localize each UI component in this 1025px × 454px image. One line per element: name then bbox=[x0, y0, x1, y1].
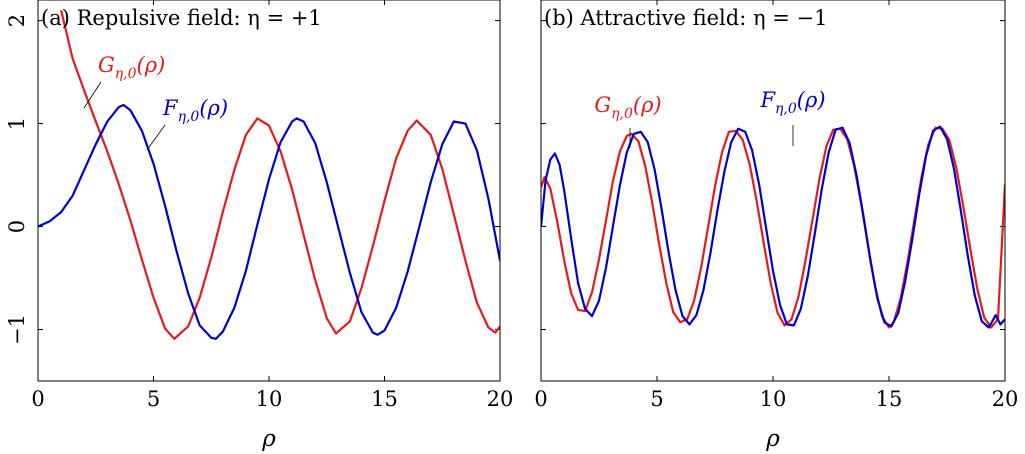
x-axis-label: ρ bbox=[261, 426, 276, 452]
panel-title: (a) Repulsive field: η = +1 bbox=[41, 6, 322, 30]
series-label-F: Fη,0(ρ) bbox=[759, 88, 825, 117]
x-tick-label: 10 bbox=[760, 387, 787, 411]
series-line-G bbox=[541, 126, 1005, 329]
series-label-F: Fη,0(ρ) bbox=[162, 96, 228, 125]
y-tick-label: 0 bbox=[5, 220, 29, 233]
series-label-G: Gη,0(ρ) bbox=[98, 53, 165, 82]
x-tick-label: 10 bbox=[256, 387, 283, 411]
x-tick-label: 15 bbox=[876, 387, 903, 411]
x-tick-label: 20 bbox=[992, 387, 1019, 411]
series-label-leader bbox=[146, 124, 166, 151]
x-axis-label: ρ bbox=[765, 426, 780, 452]
plot-frame bbox=[37, 0, 501, 382]
series-line-G bbox=[60, 10, 500, 340]
x-tick-label: 0 bbox=[534, 387, 547, 411]
chart-panel-b: 0 5 10 15 20 (b) Attractive field: η = −1 Gη,0… bbox=[534, 0, 1018, 452]
y-tick-label: −1 bbox=[5, 314, 29, 345]
series-label-G: Gη,0(ρ) bbox=[594, 93, 661, 122]
y-tick-label: 2 bbox=[5, 14, 29, 27]
x-tick-label: 5 bbox=[650, 387, 663, 411]
y-tick-label: 1 bbox=[5, 117, 29, 130]
x-tick-label: 5 bbox=[147, 387, 160, 411]
series-line-F bbox=[38, 103, 500, 340]
x-tick-label: 0 bbox=[31, 387, 44, 411]
x-tick-label: 15 bbox=[371, 387, 398, 411]
panel-title: (b) Attractive field: η = −1 bbox=[544, 6, 827, 30]
series-line-F bbox=[541, 125, 1005, 329]
plot-frame bbox=[540, 0, 1006, 382]
series-label-leader bbox=[83, 81, 102, 109]
x-tick-label: 20 bbox=[487, 387, 514, 411]
